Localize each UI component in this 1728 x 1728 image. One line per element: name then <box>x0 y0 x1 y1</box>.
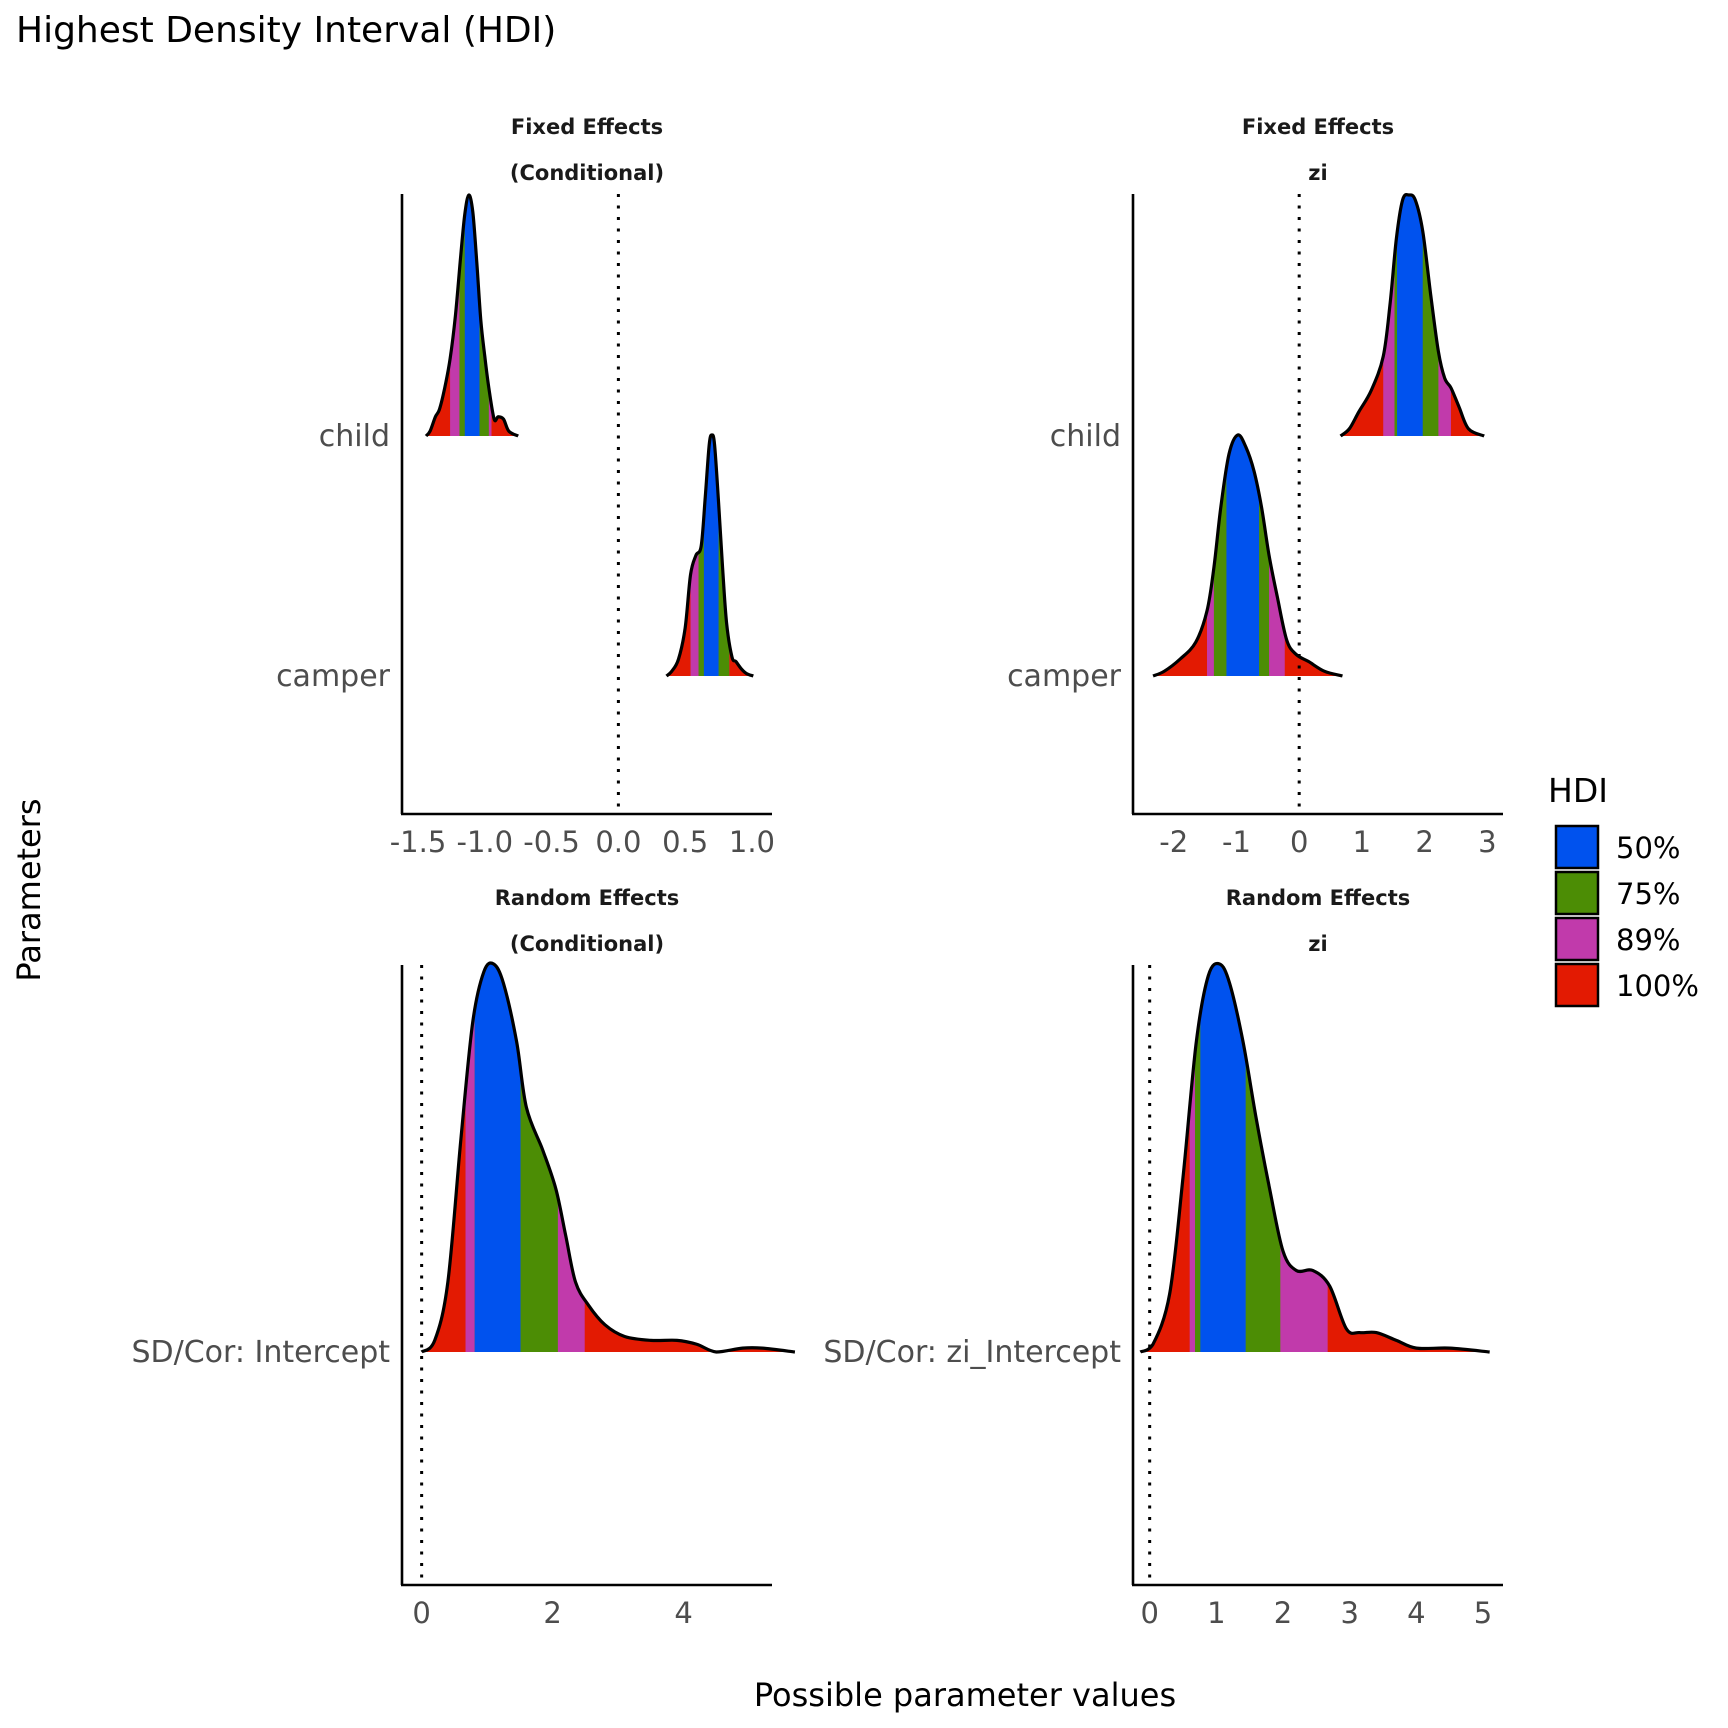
density-outline <box>424 193 519 438</box>
facet-strip-label: (Conditional) <box>510 932 664 956</box>
y-tick-label: SD/Cor: zi_Intercept <box>823 1335 1121 1370</box>
hdi-band-50 <box>1397 194 1423 436</box>
x-tick-label: 2 <box>543 1596 561 1630</box>
density-ridge <box>421 962 795 1352</box>
y-tick-label: camper <box>1007 659 1122 694</box>
legend-label: 75% <box>1616 877 1680 911</box>
facet-panels: Fixed Effects (Conditional) child camper -1.… <box>131 115 1503 1630</box>
hdi-band-50 <box>703 434 719 676</box>
x-tick-label: 1 <box>1207 1596 1225 1630</box>
facet-panel: Fixed Effects zi child camper -2 -1 0 1 2 3 <box>1007 115 1503 859</box>
facet-strip-label: Random Effects <box>1226 886 1411 910</box>
x-tick-label: 2 <box>1415 825 1433 859</box>
y-tick-label: child <box>1050 419 1121 454</box>
hdi-band-50 <box>1200 963 1246 1352</box>
x-tick-label: 3 <box>1478 825 1496 859</box>
x-tick-label: 1 <box>1353 825 1371 859</box>
legend-title: HDI <box>1548 771 1608 810</box>
density-outline <box>665 433 754 678</box>
legend-key <box>1554 824 1600 870</box>
x-tick-label: -2 <box>1159 825 1188 859</box>
legend-key <box>1554 962 1600 1008</box>
facet-strip-label: Fixed Effects <box>1242 115 1394 139</box>
x-tick-label: 0.5 <box>662 825 708 859</box>
density-ridge <box>426 194 519 436</box>
facet-panel: Random Effects zi SD/Cor: zi_Intercept 0 1 2 3… <box>823 886 1503 1630</box>
hdi-band-50 <box>474 962 521 1352</box>
x-axis-title: Possible parameter values <box>754 1676 1176 1714</box>
legend-label: 100% <box>1616 969 1699 1003</box>
density-ridge <box>1153 434 1343 676</box>
x-tick-label: 0 <box>412 1596 430 1630</box>
x-tick-label: -1.0 <box>457 825 514 859</box>
facet-strip-label: (Conditional) <box>510 161 664 185</box>
x-tick-label: -1.5 <box>390 825 447 859</box>
x-tick-label: 2 <box>1274 1596 1292 1630</box>
legend-key <box>1554 870 1600 916</box>
x-tick-label: 1.0 <box>729 825 775 859</box>
density-outline <box>1152 433 1343 678</box>
x-tick-label: 0.0 <box>595 825 641 859</box>
legend: HDI 50% 75% 89% 100% <box>1548 771 1699 1008</box>
facet-strip-label: zi <box>1308 932 1327 956</box>
y-tick-label: SD/Cor: Intercept <box>131 1335 390 1370</box>
density-outline <box>1139 961 1490 1354</box>
x-tick-label: 3 <box>1340 1596 1358 1630</box>
chart-title: Highest Density Interval (HDI) <box>16 10 556 51</box>
hdi-band-50 <box>464 194 480 436</box>
x-tick-label: 4 <box>674 1596 692 1630</box>
density-ridge <box>1140 963 1490 1352</box>
y-tick-label: child <box>319 419 390 454</box>
x-tick-label: 0 <box>1290 825 1308 859</box>
x-tick-label: 4 <box>1407 1596 1425 1630</box>
facet-strip-label: Fixed Effects <box>511 115 663 139</box>
facet-panel: Fixed Effects (Conditional) child camper -1.… <box>276 115 775 859</box>
density-outline <box>1339 193 1485 438</box>
legend-label: 50% <box>1616 831 1680 865</box>
x-tick-label: -0.5 <box>523 825 580 859</box>
x-tick-label: -1 <box>1222 825 1251 859</box>
x-tick-label: 0 <box>1140 1596 1158 1630</box>
legend-key <box>1554 916 1600 962</box>
density-ridge <box>666 434 754 676</box>
density-ridge <box>1340 194 1485 436</box>
density-outline <box>420 961 796 1354</box>
y-tick-label: camper <box>276 659 391 694</box>
y-axis-title: Parameters <box>10 798 48 981</box>
facet-panel: Random Effects (Conditional) SD/Cor: Inter… <box>131 886 796 1630</box>
facet-strip-label: zi <box>1308 161 1327 185</box>
x-tick-label: 5 <box>1474 1596 1492 1630</box>
facet-strip-label: Random Effects <box>495 886 680 910</box>
legend-label: 89% <box>1616 923 1680 957</box>
